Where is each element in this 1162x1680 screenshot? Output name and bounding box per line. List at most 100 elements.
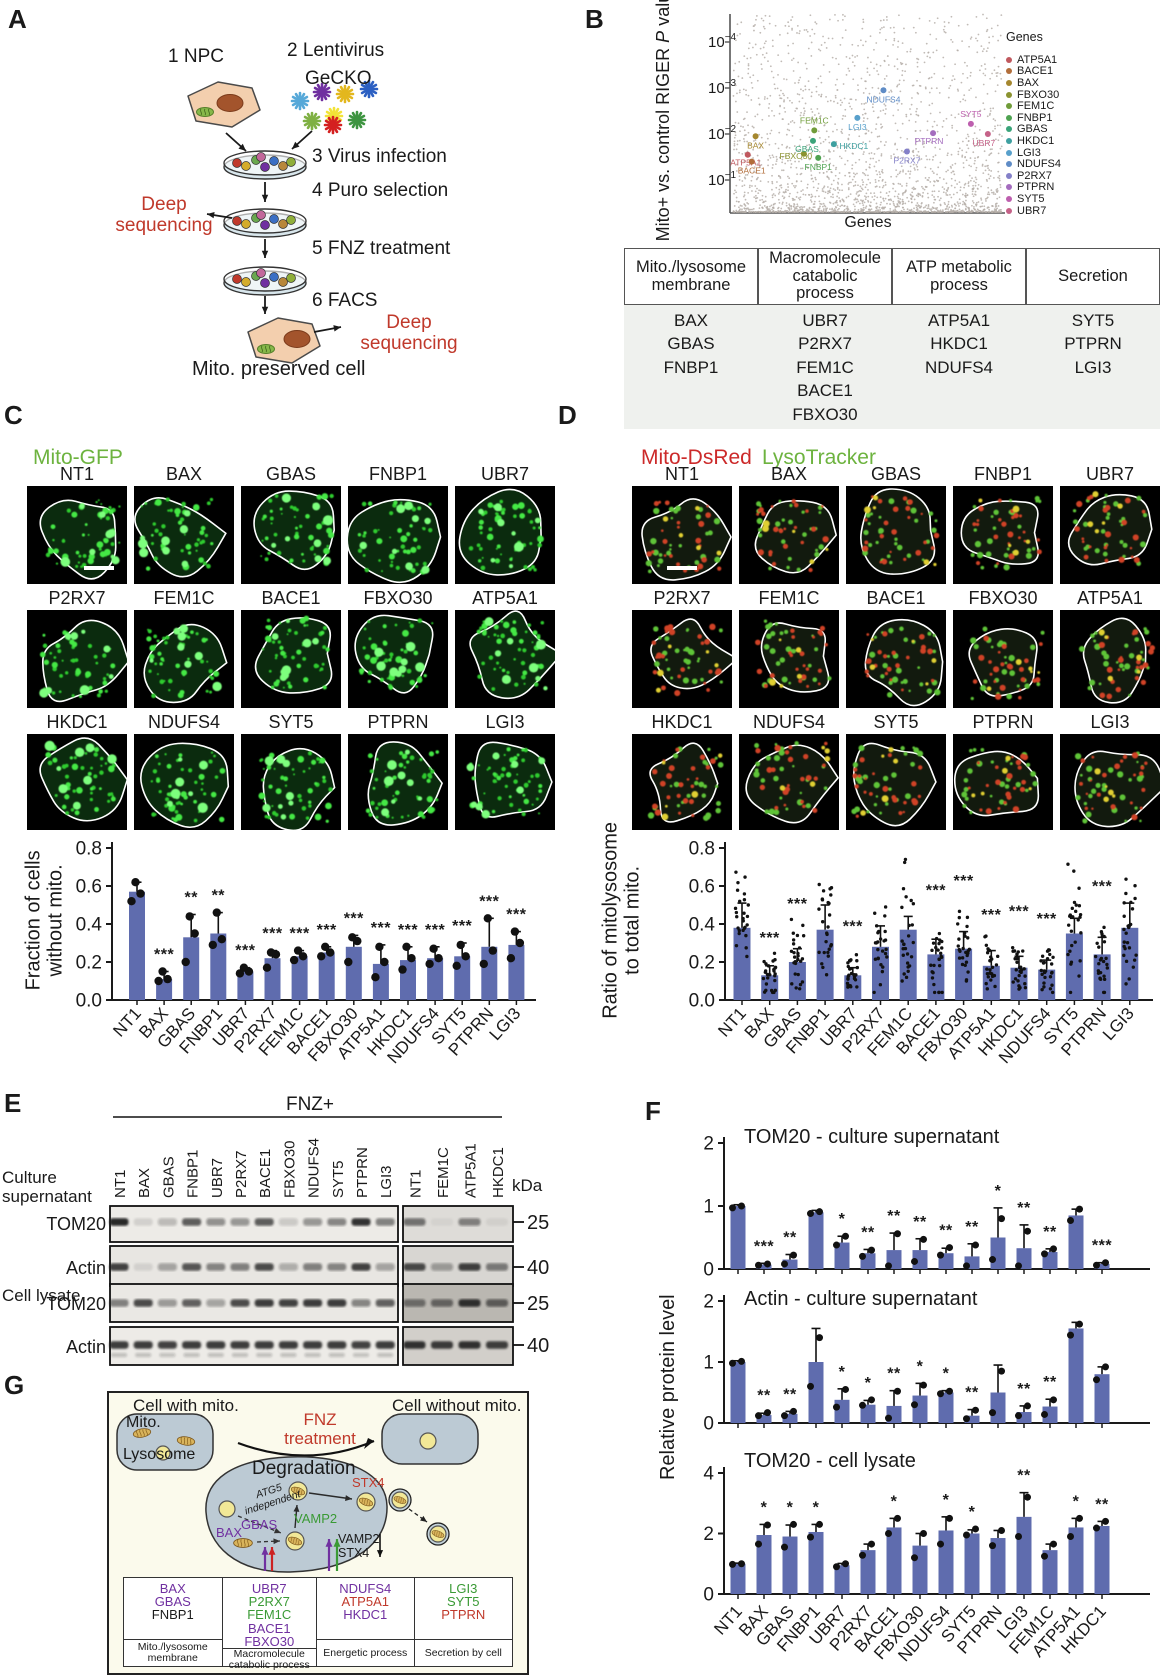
legend-dot	[1006, 137, 1012, 144]
cell-without-mito-label: Cell without mito.	[392, 1396, 522, 1415]
svg-text:LGI3: LGI3	[486, 1004, 525, 1044]
lane-label-P2RX7: P2RX7	[233, 1150, 250, 1198]
micrograph-tile	[739, 486, 839, 584]
legend-item-BACE1: BACE1	[1006, 65, 1061, 78]
svg-text:NDUFS4: NDUFS4	[866, 94, 900, 104]
mitochondrion-icon	[233, 1538, 253, 1548]
micrograph-tile	[241, 610, 341, 708]
mitochondrion-icon	[196, 107, 214, 117]
lysosome-icon	[155, 1445, 171, 1461]
deep-sequencing-right: Deep sequencing	[360, 312, 458, 355]
micrograph-tile	[134, 610, 234, 708]
table-column-2: ATP5A1 HKDC1 NDUFS4	[892, 309, 1026, 379]
svg-text:0.6: 0.6	[76, 877, 102, 898]
c-image-label-BACE1: BACE1	[261, 588, 321, 608]
lane-label-PTPRN: PTPRN	[354, 1147, 371, 1198]
svg-text:BAX: BAX	[747, 140, 764, 150]
bar-chart-tom20-supernatant: 012********** **** **********	[703, 1134, 1150, 1281]
g-table-gene-NDUFS4: NDUFS4	[339, 1581, 392, 1596]
svg-text:0.0: 0.0	[689, 991, 715, 1012]
c-image-label-SYT5: SYT5	[268, 712, 314, 732]
gene-point-FEM1C	[811, 127, 818, 134]
gene-point-FNBP1	[815, 154, 822, 161]
panel-d-chart-ylabel: Ratio of mitolysosome to total mito.	[599, 822, 644, 1019]
g-table-process: Secretion by cell	[414, 1639, 513, 1666]
step-3-virus-infection: 3 Virus infection	[312, 146, 447, 167]
micrograph-tile	[953, 734, 1053, 830]
table-gene: FNBP1	[663, 357, 719, 377]
micrograph-tile	[739, 610, 839, 708]
d-image-label-GBAS: GBAS	[870, 464, 922, 484]
d-image-label-BACE1: BACE1	[866, 588, 926, 608]
gene-point-SYT5	[967, 120, 974, 127]
gene-point-BACE1	[748, 158, 755, 165]
svg-text:***: ***	[787, 896, 807, 913]
mitochondrion-icon	[176, 1436, 196, 1446]
c-image-label-P2RX7: P2RX7	[48, 588, 106, 608]
legend-item-LGI3: LGI3	[1006, 147, 1061, 159]
lentivirus-icon	[323, 115, 343, 135]
legend-dot	[1006, 126, 1012, 133]
fnz-treatment-label: FNZ treatment	[284, 1410, 356, 1449]
lane-label-BACE1: BACE1	[257, 1149, 274, 1198]
svg-text:LGI3: LGI3	[848, 122, 867, 132]
lane-label-FEM1C: FEM1C	[435, 1147, 452, 1198]
c-image-label-FEM1C: FEM1C	[153, 588, 215, 608]
svg-text:0.4: 0.4	[76, 915, 103, 936]
micrograph-tile	[134, 734, 234, 830]
svg-text:***: ***	[1009, 903, 1029, 920]
d-image-label-PTPRN: PTPRN	[972, 712, 1034, 732]
panel-a-diagram	[187, 79, 379, 364]
table-gene: HKDC1	[930, 334, 988, 354]
table-column-0: BAX GBAS FNBP1	[624, 309, 758, 379]
svg-text:P2RX7: P2RX7	[893, 155, 920, 165]
scale-bar	[667, 566, 697, 570]
mitochondrion-icon	[257, 344, 275, 354]
protein-label-Actin: Actin	[66, 1337, 106, 1357]
panel-d-label: D	[558, 400, 577, 430]
d-image-label-ATP5A1: ATP5A1	[1077, 588, 1143, 608]
legend-label: BACE1	[1017, 65, 1054, 78]
culture-dish-icon	[223, 150, 307, 180]
secreted-vesicle-icon	[426, 1522, 450, 1546]
table-gene: PTPRN	[1064, 334, 1122, 354]
degradation-label: Degradation	[252, 1458, 356, 1479]
c-image-label-NT1: NT1	[59, 464, 94, 484]
mitochondrion-icon	[132, 1428, 152, 1438]
mito-dsred-channel-label: Mito-DsRed	[641, 446, 752, 469]
c-image-label-FNBP1: FNBP1	[368, 464, 428, 484]
lentivirus-icon	[335, 84, 355, 104]
mitolysosome-icon	[356, 1492, 376, 1512]
step-2-lentivirus: 2 Lentivirus	[287, 40, 385, 61]
mitolysosome-icon	[288, 1481, 308, 1501]
gene-point-NDUFS4	[880, 87, 887, 94]
step-1-npc: 1 NPC	[168, 46, 224, 67]
cell-with-mito-icon	[116, 1413, 214, 1471]
lentivirus-icon	[359, 79, 379, 99]
lysotracker-channel-label: LysoTracker	[762, 446, 876, 469]
bar-chart-mitolysosome-ratio: 0.00.20.40.60.8NT1***BAX***GBASFNBP1***U…	[689, 839, 1153, 1067]
micrograph-tile	[1060, 486, 1160, 584]
legend-dot	[1006, 172, 1012, 179]
g-table-gene-HKDC1: HKDC1	[343, 1607, 388, 1623]
deep-sequencing-left: Deep sequencing	[115, 194, 213, 237]
svg-text:***: ***	[506, 907, 526, 924]
svg-text:0.8: 0.8	[76, 839, 102, 860]
legend-item-SYT5: SYT5	[1006, 193, 1061, 205]
legend-dot	[1006, 103, 1012, 110]
legend-item-GBAS: GBAS	[1006, 123, 1061, 135]
svg-text:***: ***	[760, 930, 780, 947]
g-table-column-0: BAX GBAS FNBP1 Mito./lysosome membrane	[124, 1578, 223, 1666]
panel-c-label: C	[4, 400, 23, 430]
panel-e-label: E	[4, 1088, 22, 1118]
panel-f-label: F	[645, 1096, 661, 1126]
mitochondrion-icon	[358, 1497, 374, 1507]
svg-text:GBAS: GBAS	[795, 144, 819, 154]
gbas-diagram-label: GBAS	[241, 1517, 278, 1532]
mito-preserved-cell-caption: Mito. preserved cell	[192, 358, 366, 380]
micrograph-tile	[953, 610, 1053, 708]
kda-value: 40	[527, 1257, 549, 1279]
c-image-label-PTPRN: PTPRN	[367, 712, 429, 732]
bar-chart-tom20-lysate: 024NT1*BAX*GBAS*FNBP1UBR7P2RX7*BACE1FBXO…	[703, 1464, 1150, 1665]
